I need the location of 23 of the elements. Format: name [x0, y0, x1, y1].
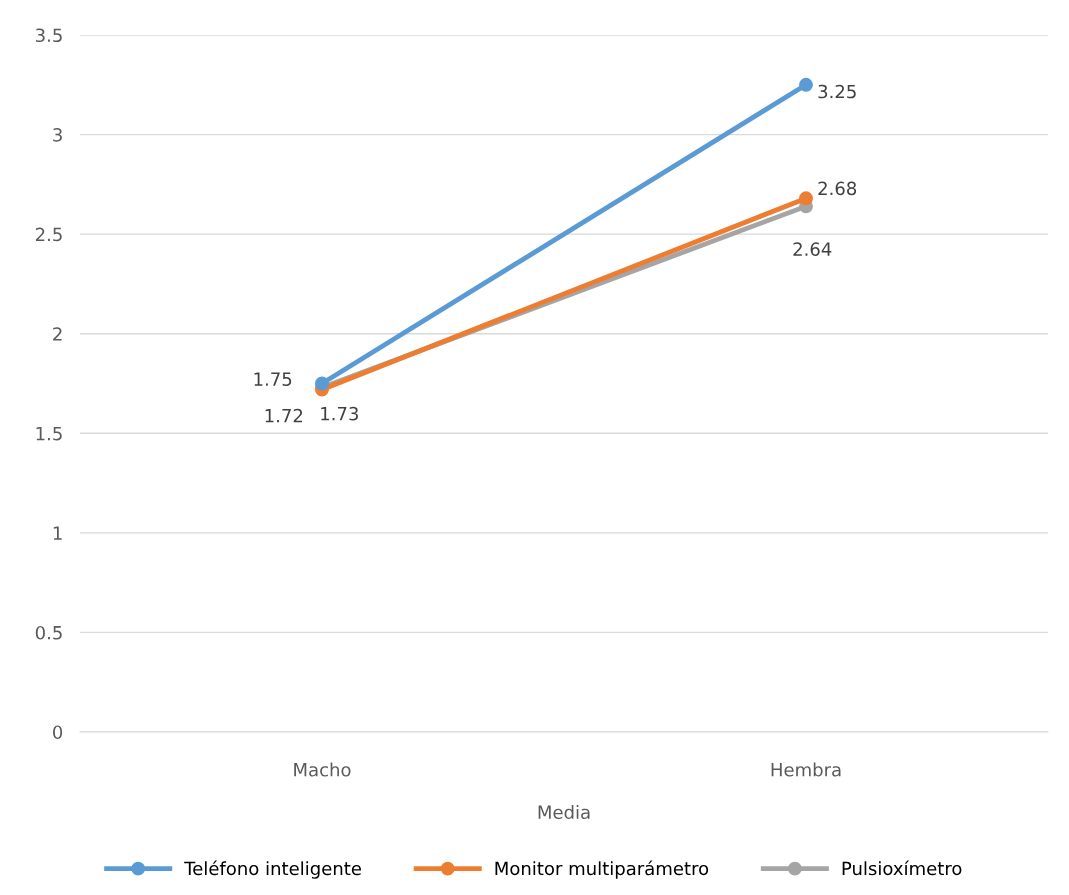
data-label: 2.64 — [793, 242, 832, 256]
y-tick-label: 1.5 — [36, 426, 62, 441]
data-label: 1.75 — [254, 372, 292, 386]
legend-label: Monitor multiparámetro — [495, 860, 709, 879]
y-tick-label: 3 — [53, 128, 62, 142]
point — [315, 376, 329, 391]
data-label: 1.73 — [321, 406, 358, 421]
x-tick-label: Hembra — [771, 762, 841, 777]
data-label: 2.68 — [818, 181, 857, 196]
x-axis-title: Media — [538, 805, 590, 820]
y-tick-label: 0.5 — [35, 625, 62, 640]
y-tick-label: 3.5 — [36, 28, 62, 43]
data-label: 3.25 — [818, 84, 856, 99]
x-tick-label: Macho — [294, 762, 351, 777]
legend-label: Teléfono inteligente — [184, 860, 361, 879]
y-tick-label: 0 — [53, 725, 63, 740]
point — [799, 77, 813, 92]
point — [799, 191, 813, 206]
y-tick-label: 2.5 — [35, 227, 62, 242]
legend-label: Pulsioxímetro — [842, 860, 962, 876]
y-tick-label: 1 — [53, 526, 62, 540]
y-tick-label: 2 — [53, 327, 62, 341]
data-label: 1.72 — [265, 408, 303, 423]
